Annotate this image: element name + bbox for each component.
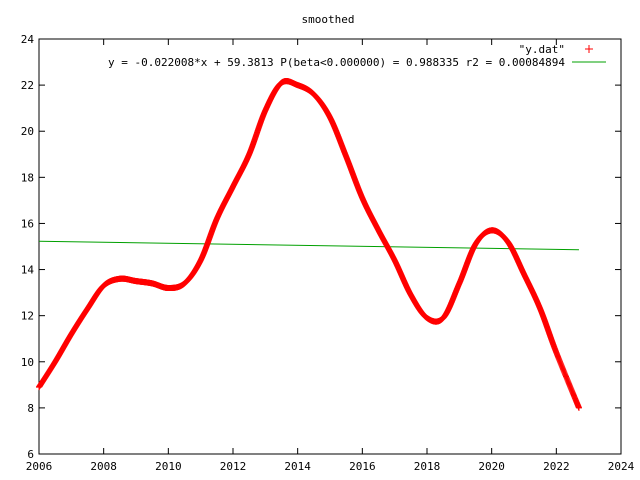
y-tick-label: 6 [27, 448, 34, 461]
y-tick-label: 18 [21, 171, 34, 184]
x-tick-label: 2020 [478, 460, 505, 473]
y-tick-label: 20 [21, 125, 34, 138]
axis-ticks: 2006 2008 2010 2012 2014 2016 2018 2020 2022 2024… [21, 33, 635, 473]
x-tick-label: 2024 [608, 460, 635, 473]
y-tick-label: 8 [27, 402, 34, 415]
x-tick-label: 2014 [284, 460, 311, 473]
y-tick-label: 22 [21, 79, 34, 92]
x-tick-label: 2010 [155, 460, 182, 473]
plot-frame [38, 38, 622, 455]
fit-line [38, 240, 579, 251]
y-tick-label: 14 [21, 264, 35, 277]
chart-title: smoothed [302, 13, 355, 26]
fit-line-layer [38, 240, 579, 251]
y-tick-label: 10 [21, 356, 34, 369]
x-tick-label: 2012 [220, 460, 247, 473]
data-points-layer [36, 78, 582, 411]
y-tick-label: 12 [21, 310, 34, 323]
x-tick-label: 2008 [90, 460, 117, 473]
x-tick-label: 2016 [349, 460, 376, 473]
y-tick-label: 24 [21, 33, 35, 46]
x-tick-label: 2018 [414, 460, 441, 473]
x-tick-label: 2006 [26, 460, 53, 473]
x-tick-label: 2022 [543, 460, 570, 473]
y-tick-label: 16 [21, 217, 34, 230]
